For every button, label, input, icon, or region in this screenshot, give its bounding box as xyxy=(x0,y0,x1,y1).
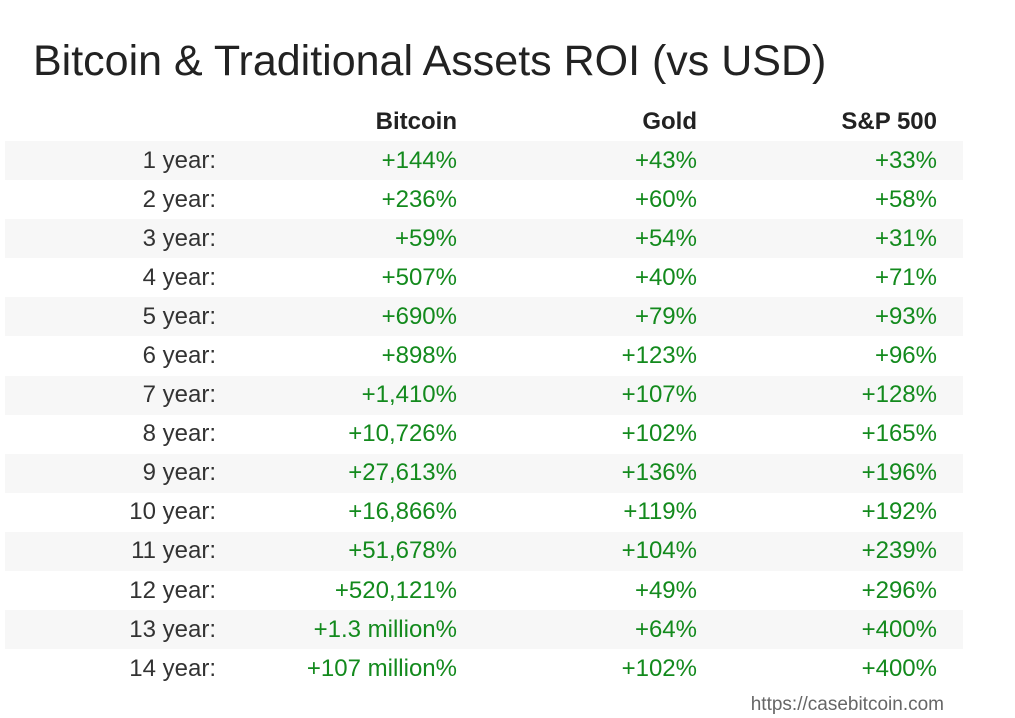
gold-value: +49% xyxy=(634,576,697,604)
source-url: https://casebitcoin.com xyxy=(750,694,944,715)
gold-value: +136% xyxy=(621,459,697,487)
table-row: 2 year: +236% +60% +58% xyxy=(5,180,963,219)
bitcoin-value: +690% xyxy=(381,302,457,330)
table-row: 7 year: +1,410% +107% +128% xyxy=(5,375,963,415)
bitcoin-value: +144% xyxy=(381,146,457,174)
roi-table: Bitcoin Gold S&P 500 1 year: +144% +43% +33… xyxy=(5,102,963,688)
sp500-value: +196% xyxy=(861,459,937,487)
header-cell-gold: Gold xyxy=(642,107,697,135)
row-label: 12 year: xyxy=(129,576,216,604)
gold-value: +123% xyxy=(621,342,697,370)
bitcoin-value: +107 million% xyxy=(306,654,457,682)
row-label: 2 year: xyxy=(142,185,216,213)
header-cell-sp500: S&P 500 xyxy=(841,107,937,135)
gold-value: +102% xyxy=(621,420,697,448)
row-label: 6 year: xyxy=(142,342,216,370)
table-row: 5 year: +690% +79% +93% xyxy=(5,297,963,337)
gold-value: +104% xyxy=(621,537,697,565)
sp500-value: +93% xyxy=(874,302,937,330)
gold-value: +60% xyxy=(634,185,697,213)
sp500-value: +239% xyxy=(861,537,937,565)
table-row: 3 year: +59% +54% +31% xyxy=(5,219,963,259)
sp500-value: +31% xyxy=(874,224,937,252)
sp500-value: +128% xyxy=(861,381,937,409)
bitcoin-value: +59% xyxy=(394,224,457,252)
bitcoin-value: +1.3 million% xyxy=(313,615,457,643)
sp500-value: +192% xyxy=(861,498,937,526)
row-label: 8 year: xyxy=(142,420,216,448)
table-row: 8 year: +10,726% +102% +165% xyxy=(5,415,963,454)
table-row: 9 year: +27,613% +136% +196% xyxy=(5,453,963,493)
table-row: 4 year: +507% +40% +71% xyxy=(5,258,963,297)
row-label: 1 year: xyxy=(142,146,216,174)
table-row: 10 year: +16,866% +119% +192% xyxy=(5,493,963,532)
sp500-value: +165% xyxy=(861,420,937,448)
sp500-value: +33% xyxy=(874,146,937,174)
bitcoin-value: +16,866% xyxy=(348,498,457,526)
table-row: 13 year: +1.3 million% +64% +400% xyxy=(5,610,963,650)
sp500-value: +400% xyxy=(861,615,937,643)
gold-value: +102% xyxy=(621,654,697,682)
row-label: 11 year: xyxy=(131,537,216,565)
table-row: 6 year: +898% +123% +96% xyxy=(5,336,963,375)
row-label: 7 year: xyxy=(142,381,216,409)
row-label: 13 year: xyxy=(129,615,216,643)
chart-title: Bitcoin & Traditional Assets ROI (vs USD… xyxy=(33,37,827,85)
table-row: 1 year: +144% +43% +33% xyxy=(5,141,963,181)
gold-value: +64% xyxy=(634,615,697,643)
bitcoin-value: +1,410% xyxy=(361,381,457,409)
bitcoin-value: +507% xyxy=(381,263,457,291)
gold-value: +79% xyxy=(634,302,697,330)
table-row: 14 year: +107 million% +102% +400% xyxy=(5,649,963,688)
gold-value: +107% xyxy=(621,381,697,409)
row-label: 3 year: xyxy=(142,224,216,252)
table-row: 12 year: +520,121% +49% +296% xyxy=(5,571,963,610)
header-cell-bitcoin: Bitcoin xyxy=(375,107,457,135)
bitcoin-value: +236% xyxy=(381,185,457,213)
sp500-value: +71% xyxy=(874,263,937,291)
row-label: 4 year: xyxy=(142,263,216,291)
bitcoin-value: +898% xyxy=(381,342,457,370)
table-row: 11 year: +51,678% +104% +239% xyxy=(5,531,963,572)
gold-value: +119% xyxy=(623,498,697,526)
row-label: 14 year: xyxy=(129,654,216,682)
table-body: 1 year: +144% +43% +33% 2 year: +236% +60% +58%… xyxy=(5,141,963,688)
row-label: 9 year: xyxy=(142,459,216,487)
gold-value: +43% xyxy=(634,146,697,174)
bitcoin-value: +51,678% xyxy=(348,537,457,565)
table-header-row: Bitcoin Gold S&P 500 xyxy=(5,102,963,141)
sp500-value: +296% xyxy=(861,576,937,604)
bitcoin-value: +520,121% xyxy=(334,576,457,604)
row-label: 5 year: xyxy=(142,302,216,330)
bitcoin-value: +10,726% xyxy=(348,420,457,448)
bitcoin-value: +27,613% xyxy=(348,459,457,487)
sp500-value: +400% xyxy=(861,654,937,682)
sp500-value: +96% xyxy=(874,342,937,370)
gold-value: +40% xyxy=(634,263,697,291)
row-label: 10 year: xyxy=(129,498,216,526)
sp500-value: +58% xyxy=(874,185,937,213)
gold-value: +54% xyxy=(634,224,697,252)
